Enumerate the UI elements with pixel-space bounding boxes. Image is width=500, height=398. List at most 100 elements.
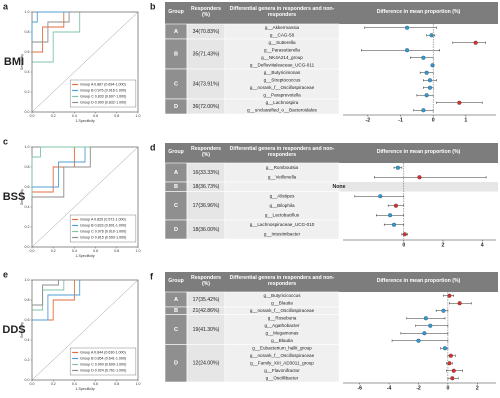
- x-axis-label: 1-Specificity: [75, 119, 95, 123]
- point-estimate: [441, 308, 446, 313]
- y-tick-label: 0.0: [25, 245, 30, 249]
- roc-curve: [31, 146, 138, 247]
- genus-name: g__norank_f__Oscillospiraceae: [250, 85, 315, 90]
- column-header: Responders (%): [191, 6, 221, 18]
- x-tick-label: 0: [446, 385, 449, 391]
- x-tick-label: 2: [476, 385, 479, 391]
- x-tick-label: 0.8: [114, 114, 119, 118]
- row-label: BSS: [3, 191, 26, 203]
- legend-label: Group B 0.833 (0.601-1.000): [80, 223, 126, 227]
- group-name: A: [174, 170, 178, 176]
- panel-label: c: [3, 136, 8, 146]
- group-name: A: [174, 29, 178, 35]
- panel-label: b: [150, 1, 156, 11]
- column-header: Differential genera in responders and no…: [229, 275, 335, 287]
- x-tick-label: 0: [432, 117, 435, 123]
- responders: 16(33.33%): [193, 170, 220, 176]
- point-estimate: [417, 175, 422, 180]
- roc-curve: [31, 146, 138, 247]
- responders: 35(71.43%): [193, 51, 220, 57]
- y-tick-label: 0.6: [25, 50, 30, 54]
- header-bg: [165, 2, 498, 24]
- group-name: A: [174, 297, 178, 303]
- x-tick-label: 0.2: [51, 114, 56, 118]
- genus-name: g__Paraprevotella: [263, 92, 301, 97]
- x-tick-label: 0.8: [114, 382, 119, 386]
- y-tick-label: 0.2: [25, 90, 30, 94]
- genus-name: g__Oscillibacter: [266, 375, 299, 380]
- point-estimate: [416, 338, 421, 343]
- x-tick-label: -2: [366, 117, 371, 123]
- column-header: Responders (%): [191, 275, 221, 287]
- genus-name: g__Streptococcus: [264, 77, 301, 82]
- group-name: C: [174, 203, 178, 209]
- column-header: Difference in mean proportion (%): [376, 278, 461, 285]
- column-header-box: Difference in mean proportion (%): [376, 278, 461, 285]
- legend-label: Group A 0.825 (0.571-1.000): [80, 217, 126, 221]
- point-estimate: [451, 368, 456, 373]
- group-name: D: [174, 104, 178, 110]
- panel-label: d: [150, 142, 156, 152]
- x-tick-label: -6: [357, 385, 362, 391]
- legend-label: Group C 0.833 (0.607-1.000): [80, 94, 126, 98]
- point-estimate: [422, 331, 427, 336]
- point-estimate: [447, 361, 452, 366]
- column-header-box: Responders (%): [191, 6, 221, 18]
- y-tick-label: 0.8: [25, 165, 30, 169]
- genera-cell: [224, 219, 340, 240]
- x-tick-label: 1.0: [136, 382, 141, 386]
- point-estimate: [423, 316, 428, 321]
- group-name: C: [174, 327, 178, 333]
- genus-name: g__Lachnospiraceae_UCG-010: [250, 222, 315, 227]
- point-estimate: [421, 55, 426, 60]
- column-header: Differential genera in responders and no…: [229, 146, 335, 158]
- genus-name: g__Blautia: [271, 338, 293, 343]
- column-header-box: Difference in mean proportion (%): [376, 149, 461, 156]
- point-estimate: [457, 301, 462, 306]
- genus-name: g__Romboutsia: [266, 165, 299, 170]
- x-axis-label: 1-Specificity: [75, 254, 95, 258]
- responders: 19(41.30%): [193, 327, 220, 333]
- legend-label: Group C 0.976 (0.910-1.000): [80, 229, 126, 233]
- genus-name: g__Eubacterium_hallii_group: [252, 345, 312, 350]
- column-header-box: Group: [168, 278, 184, 284]
- x-tick-label: 0.6: [93, 249, 98, 253]
- x-tick-label: 0.2: [51, 249, 56, 253]
- legend-box: [69, 79, 137, 108]
- column-header-box: Differential genera in responders and no…: [229, 6, 335, 18]
- column-header: Difference in mean proportion (%): [376, 149, 461, 156]
- x-tick-label: 1: [464, 117, 467, 123]
- header-bg: [165, 272, 498, 292]
- legend-box: [69, 214, 137, 243]
- reference-diagonal: [31, 146, 139, 248]
- genus-name: g__Blautia: [271, 300, 293, 305]
- y-tick-label: 0.2: [25, 358, 30, 362]
- y-axis-label: Sensitivity: [20, 322, 24, 338]
- genus-name: g__norank_f__Oscillospiraceae: [250, 308, 315, 313]
- column-header-box: Differential genera in responders and no…: [229, 275, 335, 287]
- responders: 18(36.73%): [193, 184, 220, 190]
- panel-label: e: [3, 269, 8, 279]
- genera-cell: [224, 314, 340, 345]
- x-tick-label: 0.0: [30, 382, 35, 386]
- point-estimate: [450, 376, 455, 381]
- responders: 36(72.00%): [193, 104, 220, 110]
- responders: 12(24.00%): [193, 361, 220, 367]
- column-header-box: Responders (%): [191, 146, 221, 158]
- column-header-box: Group: [168, 9, 184, 15]
- reference-diagonal: [31, 11, 139, 113]
- group-name: D: [174, 227, 178, 233]
- y-tick-label: 0.6: [25, 185, 30, 189]
- point-estimate: [402, 232, 407, 237]
- x-tick-label: -2: [416, 385, 421, 391]
- column-header: Group: [168, 149, 184, 156]
- column-header: Differential genera in responders and no…: [229, 6, 335, 18]
- row-label: DDS: [2, 324, 25, 336]
- y-tick-label: 0.0: [25, 110, 30, 114]
- panel-label: a: [3, 1, 9, 11]
- genus-name: g__Megamonas: [266, 330, 300, 335]
- legend-label: Group A 0.887 (0.694-1.000): [80, 82, 126, 86]
- point-estimate: [424, 93, 429, 98]
- genus-name: g__Butyricicoccus: [263, 293, 301, 298]
